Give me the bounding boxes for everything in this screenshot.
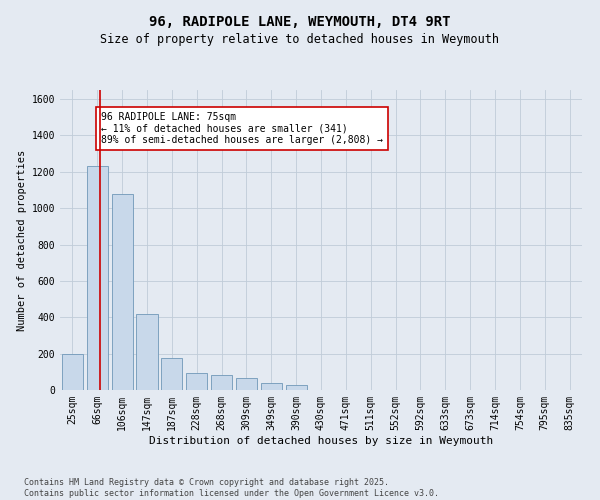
Bar xyxy=(261,382,282,390)
Bar xyxy=(211,376,232,390)
Text: 96, RADIPOLE LANE, WEYMOUTH, DT4 9RT: 96, RADIPOLE LANE, WEYMOUTH, DT4 9RT xyxy=(149,15,451,29)
X-axis label: Distribution of detached houses by size in Weymouth: Distribution of detached houses by size … xyxy=(149,436,493,446)
Bar xyxy=(236,378,257,390)
Text: 96 RADIPOLE LANE: 75sqm
← 11% of detached houses are smaller (341)
89% of semi-d: 96 RADIPOLE LANE: 75sqm ← 11% of detache… xyxy=(101,112,383,145)
Bar xyxy=(286,384,307,390)
Text: Size of property relative to detached houses in Weymouth: Size of property relative to detached ho… xyxy=(101,32,499,46)
Bar xyxy=(186,372,207,390)
Bar xyxy=(62,354,83,390)
Y-axis label: Number of detached properties: Number of detached properties xyxy=(17,150,28,330)
Bar xyxy=(136,314,158,390)
Text: Contains HM Land Registry data © Crown copyright and database right 2025.
Contai: Contains HM Land Registry data © Crown c… xyxy=(24,478,439,498)
Bar xyxy=(112,194,133,390)
Bar xyxy=(87,166,108,390)
Bar xyxy=(161,358,182,390)
